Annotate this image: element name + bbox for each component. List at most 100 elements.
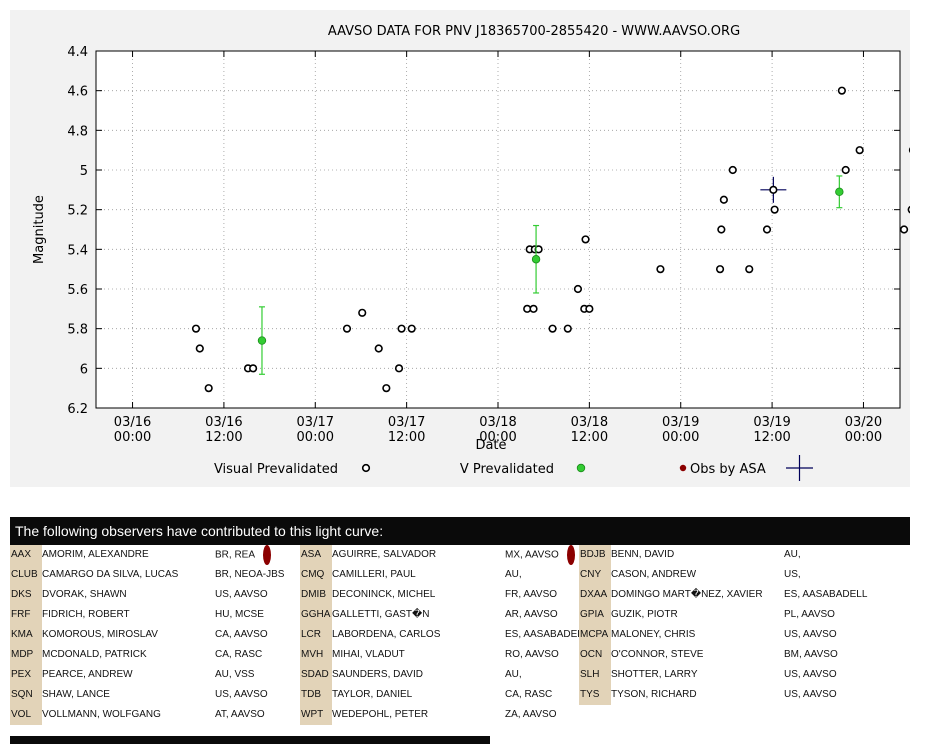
observer-code: DKS bbox=[10, 585, 42, 605]
observer-code: SDAD bbox=[300, 665, 332, 685]
observer-affiliation: RO, AAVSO bbox=[505, 649, 559, 660]
observer-affiliation: PL, AAVSO bbox=[784, 609, 835, 620]
x-tick-label-date: 03/20 bbox=[845, 415, 882, 430]
visual-point bbox=[728, 165, 737, 175]
observer-name: WEDEPOHL, PETER bbox=[332, 709, 429, 720]
x-tick-label-date: 03/18 bbox=[571, 415, 608, 430]
y-axis-label: Magnitude bbox=[32, 195, 47, 264]
observer-affiliation: AR, AAVSO bbox=[505, 609, 558, 620]
visual-point bbox=[529, 304, 538, 313]
observer-affiliation: HU, MCSE bbox=[215, 609, 264, 620]
observer-name: KOMOROUS, MIROSLAV bbox=[42, 629, 158, 640]
observer-code: PEX bbox=[10, 665, 42, 685]
visual-point bbox=[841, 165, 850, 175]
observer-affiliation: ES, AASABADELL bbox=[784, 589, 868, 600]
observer-row: VOL VOLLMANN, WOLFGANG AT, AAVSO WPT WEDEPOH… bbox=[10, 705, 910, 725]
observer-code: SQN bbox=[10, 685, 42, 705]
observer-code: GGHA bbox=[300, 605, 332, 625]
visual-point bbox=[715, 265, 725, 274]
observer-code: MCPA bbox=[579, 625, 611, 645]
x-tick-label-date: 03/19 bbox=[662, 415, 699, 430]
x-tick-label-time: 00:00 bbox=[662, 430, 699, 445]
bottom-bar bbox=[10, 736, 490, 744]
observer-affiliation: CA, RASC bbox=[505, 689, 553, 700]
observer-affiliation: CA, RASC bbox=[215, 649, 263, 660]
y-tick-label: 4.6 bbox=[67, 85, 88, 100]
light-curve-chart: 4.44.64.855.25.45.65.866.203/1600:0003/1… bbox=[32, 24, 910, 481]
observer-name: CAMILLERI, PAUL bbox=[332, 569, 416, 580]
visual-point bbox=[745, 265, 754, 274]
asa-point bbox=[769, 185, 778, 194]
visual-point bbox=[195, 344, 204, 353]
visual-point bbox=[581, 235, 590, 244]
x-tick-label-date: 03/16 bbox=[205, 415, 242, 430]
visual-point bbox=[717, 225, 726, 234]
observer-name: O'CONNOR, STEVE bbox=[611, 649, 704, 660]
v-point bbox=[257, 336, 267, 345]
x-tick-label-time: 00:00 bbox=[479, 430, 516, 445]
observer-name: GUZIK, PIOTR bbox=[611, 609, 678, 620]
observer-name: MALONEY, CHRIS bbox=[611, 629, 696, 640]
visual-point bbox=[191, 324, 201, 333]
observers-heading: The following observers have contributed… bbox=[10, 517, 910, 545]
observer-code: FRF bbox=[10, 605, 42, 625]
observer-code: CMQ bbox=[300, 565, 332, 585]
observer-code: AAX bbox=[10, 545, 42, 565]
x-tick-label-date: 03/17 bbox=[297, 415, 334, 430]
observer-code: DXAA bbox=[579, 585, 611, 605]
visual-point bbox=[397, 324, 406, 333]
visual-point bbox=[248, 364, 258, 373]
visual-point bbox=[899, 225, 909, 234]
observer-name: DVORAK, SHAWN bbox=[42, 589, 127, 600]
legend-marker-visual bbox=[361, 463, 371, 473]
y-tick-label: 4.4 bbox=[67, 45, 88, 60]
observer-name: MIHAI, VLADUT bbox=[332, 649, 405, 660]
observer-name: SHAW, LANCE bbox=[42, 689, 110, 700]
asa-marker-dot bbox=[263, 545, 272, 565]
x-tick-label-time: 00:00 bbox=[114, 430, 151, 445]
observer-code: OCN bbox=[579, 645, 611, 665]
observer-name: DECONINCK, MICHEL bbox=[332, 589, 436, 600]
visual-point bbox=[407, 324, 416, 333]
observer-code: KMA bbox=[10, 625, 42, 645]
legend-marker-v bbox=[576, 463, 586, 473]
visual-point bbox=[563, 324, 572, 333]
visual-point bbox=[534, 245, 543, 254]
observer-name: LABORDENA, CARLOS bbox=[332, 629, 441, 640]
observer-code: GPIA bbox=[579, 605, 611, 625]
chart-panel: 4.4 4.6 4.8 5 5.2 5.4 5.6 5.8 6 6.2 03/16 00:00 03/1… bbox=[10, 10, 910, 487]
observer-code: TDB bbox=[300, 685, 332, 705]
observer-affiliation: US, AAVSO bbox=[784, 689, 837, 700]
v-point bbox=[531, 255, 541, 264]
x-axis-label: Date bbox=[475, 438, 506, 453]
x-tick-label-date: 03/16 bbox=[114, 415, 151, 430]
visual-point bbox=[382, 384, 391, 393]
observer-affiliation: AU, bbox=[784, 549, 801, 560]
legend-label-v: V Prevalidated bbox=[460, 462, 554, 477]
observer-row: DKS DVORAK, SHAWN US, AAVSO DMIB DECONINCK, … bbox=[10, 585, 910, 605]
visual-point bbox=[394, 364, 404, 373]
y-tick-label: 5.6 bbox=[67, 283, 88, 298]
observer-code: MVH bbox=[300, 645, 332, 665]
observer-row: KMA KOMOROUS, MIROSLAV CA, AAVSO LCR LABORDE… bbox=[10, 625, 910, 645]
observer-code: ASA bbox=[300, 545, 332, 565]
observer-affiliation: US, bbox=[784, 569, 801, 580]
observer-name: TAYLOR, DANIEL bbox=[332, 689, 413, 700]
observer-name: CASON, ANDREW bbox=[611, 569, 697, 580]
visual-point bbox=[342, 324, 352, 333]
observer-name: AGUIRRE, SALVADOR bbox=[332, 549, 437, 560]
observer-affiliation: US, AAVSO bbox=[784, 669, 837, 680]
observers-table: AAX AMORIM, ALEXANDRE BR, REA ASA AGUIRRE, S… bbox=[10, 545, 910, 725]
x-tick-label-date: 03/17 bbox=[388, 415, 425, 430]
visual-point bbox=[855, 146, 864, 155]
observer-name: VOLLMANN, WOLFGANG bbox=[42, 709, 161, 720]
observer-code: CLUB bbox=[10, 565, 42, 585]
observer-code: WPT bbox=[300, 705, 332, 725]
visual-point bbox=[719, 195, 728, 204]
observer-affiliation: AT, AAVSO bbox=[215, 709, 265, 720]
x-tick-label-time: 12:00 bbox=[388, 430, 425, 445]
observer-name: MCDONALD, PATRICK bbox=[42, 649, 147, 660]
v-point bbox=[835, 187, 844, 197]
visual-point bbox=[837, 86, 846, 95]
x-tick-label-time: 00:00 bbox=[845, 430, 882, 445]
